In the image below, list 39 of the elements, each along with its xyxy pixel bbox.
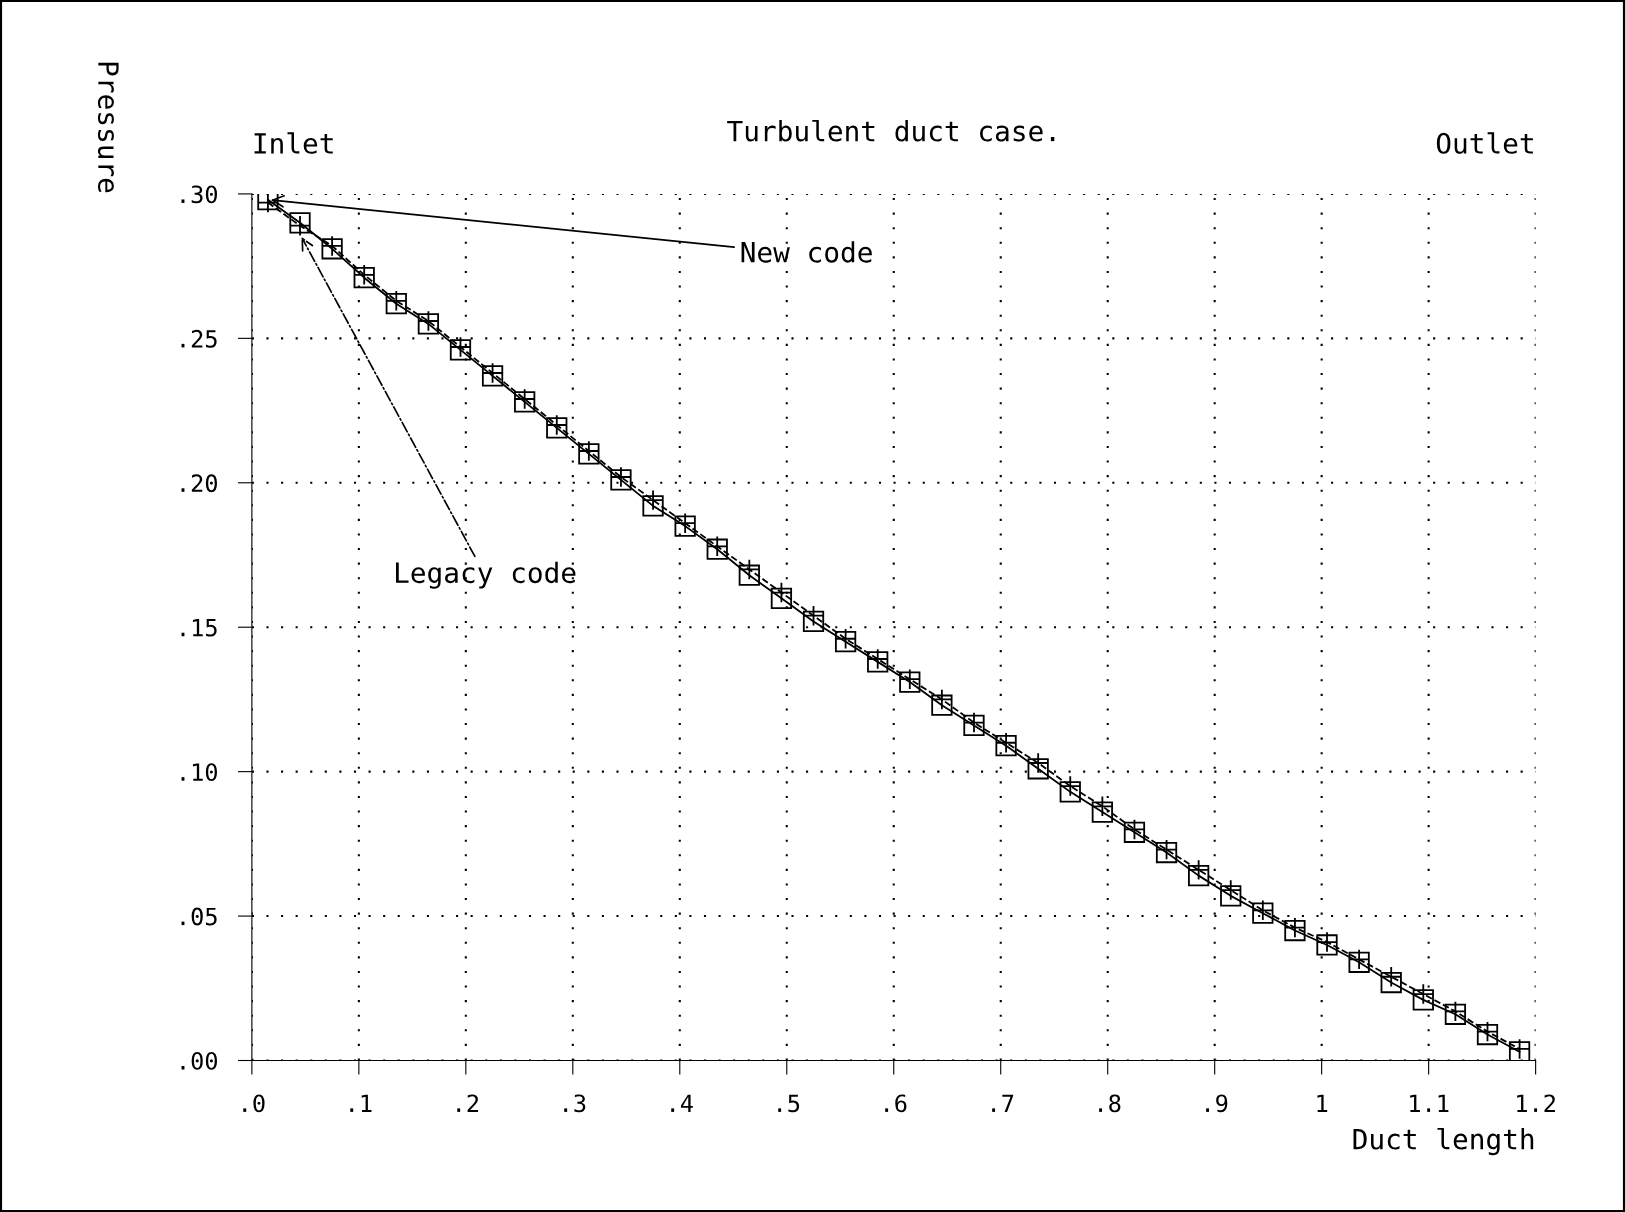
- x-tick-label: .1: [350, 1094, 372, 1112]
- text: Inlet: [254, 132, 333, 154]
- point: [1220, 885, 1242, 907]
- point: [770, 587, 793, 609]
- y-axis-title: Pressure: [97, 62, 119, 193]
- x-tick-label: 1.1: [1410, 1094, 1449, 1112]
- point: [1412, 989, 1434, 1011]
- x-tick-label: 1: [1317, 1094, 1328, 1112]
- point: [802, 610, 825, 633]
- x-tick-label: .3: [564, 1094, 586, 1113]
- chart-title: Turbulent duct case.: [727, 119, 1055, 142]
- point: [1027, 758, 1049, 780]
- x-tick-label: .2: [457, 1094, 479, 1112]
- x-tick-label: .0: [243, 1094, 265, 1113]
- x-tick-label: 1.2: [1517, 1094, 1555, 1112]
- point: [1059, 781, 1081, 803]
- annotation: New code: [741, 241, 872, 263]
- annotation: Legacy code: [396, 561, 576, 589]
- point: [1380, 971, 1402, 994]
- y-tick-label: .20: [181, 474, 218, 493]
- y-tick-label: .10: [181, 763, 218, 782]
- text: Outlet: [1436, 132, 1533, 154]
- x-tick-label: .7: [992, 1094, 1014, 1112]
- x-tick-label: .9: [1206, 1094, 1228, 1113]
- y-tick-label: .05: [181, 907, 217, 926]
- point: [642, 495, 664, 517]
- y-tick-label: .15: [181, 619, 217, 637]
- point: [738, 564, 760, 586]
- y-tick-label: .30: [181, 185, 218, 204]
- x-tick-label: .4: [671, 1094, 693, 1112]
- x-tick-label: .8: [1099, 1094, 1121, 1113]
- point: [1091, 801, 1113, 823]
- y-tick-label: .00: [181, 1052, 218, 1070]
- x-axis-title: Duct length: [1353, 1127, 1534, 1156]
- x-tick-label: .6: [885, 1094, 907, 1113]
- point: [931, 694, 953, 716]
- point: [1188, 865, 1210, 887]
- y-tick-label: .25: [181, 329, 217, 348]
- x-tick-label: .5: [778, 1094, 800, 1113]
